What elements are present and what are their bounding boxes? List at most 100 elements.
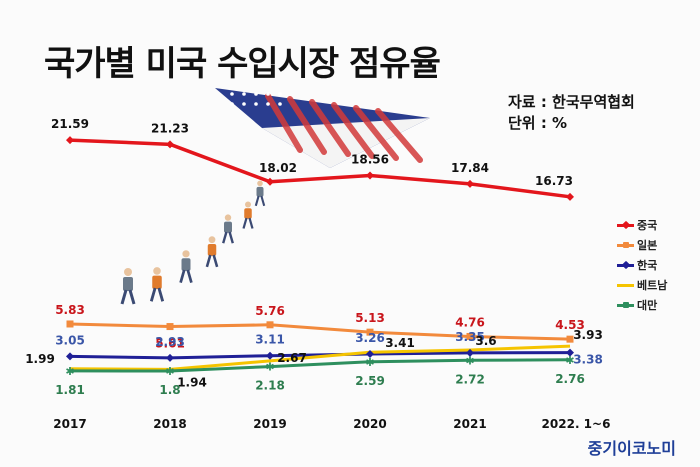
figure-body [244, 208, 252, 219]
figure-leg [248, 217, 254, 229]
legend-label: 대만 [637, 299, 658, 312]
point-marker [566, 192, 574, 201]
plane-stars [230, 92, 282, 106]
figure-body [152, 275, 162, 289]
figure-leg [228, 231, 234, 244]
data-label: 3.93 [573, 328, 603, 342]
plane-star [254, 92, 258, 96]
data-label: 3.35 [455, 330, 485, 344]
data-label: 2.93 [155, 335, 185, 349]
point-marker [566, 335, 574, 343]
plane-stripe [331, 102, 375, 159]
figure-head [182, 250, 190, 258]
point-marker [266, 351, 274, 360]
point-marker [466, 332, 474, 340]
data-label: 1.8 [159, 383, 180, 397]
data-label: 18.02 [259, 161, 297, 175]
point-marker [166, 140, 174, 149]
figure-leg [120, 289, 128, 305]
point-marker [166, 323, 174, 331]
x-tick-label: 2018 [153, 417, 186, 431]
x-axis-ticks: 2017 2018 2019 2020 2021 2022. 1~6 [53, 417, 610, 431]
legend-item: 한국 [617, 255, 667, 275]
data-label: 21.23 [151, 121, 189, 135]
walking-figure [149, 267, 165, 302]
data-label: 4.76 [455, 315, 485, 329]
legend-label: 일본 [637, 239, 658, 252]
data-label: 4.53 [555, 318, 585, 332]
series-markers: ✱ ✱ ✱ ✱ ✱ ✱ [65, 136, 575, 378]
decor-illustration [120, 88, 430, 305]
walking-figure [254, 180, 266, 207]
data-label: 3.41 [385, 336, 415, 350]
series-line-중국 [69, 138, 571, 199]
x-tick-label: 2020 [353, 417, 386, 431]
data-label: 3.38 [573, 353, 603, 367]
figure-leg [260, 195, 266, 207]
plane-stripe [287, 96, 327, 155]
data-label: 1.81 [55, 383, 85, 397]
point-marker [366, 328, 374, 336]
data-label: 3.11 [255, 333, 285, 347]
plane-star [278, 92, 282, 96]
figure-body [256, 186, 264, 197]
plane-stripe [375, 108, 423, 163]
data-label: 21.59 [51, 117, 89, 131]
point-marker: ✱ [165, 365, 174, 378]
data-label: 18.56 [351, 152, 389, 166]
data-label: 5.13 [355, 311, 385, 325]
figure-head [257, 180, 263, 187]
point-marker [466, 179, 474, 188]
point-marker [266, 321, 274, 329]
point-marker [366, 349, 374, 358]
point-marker: ✱ [365, 356, 374, 369]
data-label: 2.67 [277, 351, 307, 365]
figure-leg [186, 269, 193, 283]
data-label: 1.99 [25, 352, 55, 366]
data-label: 1.94 [177, 375, 207, 389]
figure-head [153, 267, 161, 275]
data-label: 16.73 [535, 174, 573, 188]
point-marker: ✱ [565, 354, 574, 367]
walking-figure [205, 236, 219, 268]
figure-head [245, 201, 251, 208]
data-label: 5.83 [55, 303, 85, 317]
legend-label: 베트남 [637, 279, 668, 292]
legend-label: 중국 [637, 219, 658, 232]
legend-item: 대만 [617, 295, 667, 315]
point-marker: ✱ [265, 361, 274, 374]
figure-leg [242, 217, 248, 229]
figure-leg [157, 287, 165, 302]
walking-figure [179, 250, 193, 283]
data-label: 17.84 [451, 161, 489, 175]
point-marker: ✱ [465, 354, 474, 367]
series-line-일본 [69, 322, 571, 341]
plane-star [266, 102, 270, 106]
x-tick-label: 2021 [453, 417, 486, 431]
legend-item: 일본 [617, 235, 667, 255]
figure-head [124, 268, 132, 276]
series-line-대만 [69, 358, 571, 373]
point-marker [166, 353, 174, 362]
figure-head [224, 214, 232, 221]
point-marker [566, 348, 574, 357]
legend-swatch [617, 283, 634, 287]
data-labels: 21.59 21.23 18.02 18.56 17.84 16.73 5.83 5.61 5.… [25, 117, 603, 397]
x-tick-label: 2022. 1~6 [542, 417, 611, 431]
figure-leg [179, 269, 186, 283]
legend-swatch [617, 220, 634, 229]
walking-figure [222, 214, 234, 244]
source-text: 자료 : 한국무역협회 [508, 93, 635, 111]
point-marker [66, 136, 74, 145]
figure-body [123, 277, 133, 291]
data-label: 2.72 [455, 372, 485, 386]
brand-logo: 중기이코노미 [587, 439, 676, 458]
figure-body [224, 221, 232, 233]
point-marker: ✱ [65, 365, 74, 378]
x-tick-label: 2017 [53, 417, 86, 431]
figure-leg [128, 289, 136, 305]
walking-figure [242, 201, 254, 229]
walking-figures-illustration [120, 180, 266, 305]
plane-stripe [309, 99, 351, 157]
